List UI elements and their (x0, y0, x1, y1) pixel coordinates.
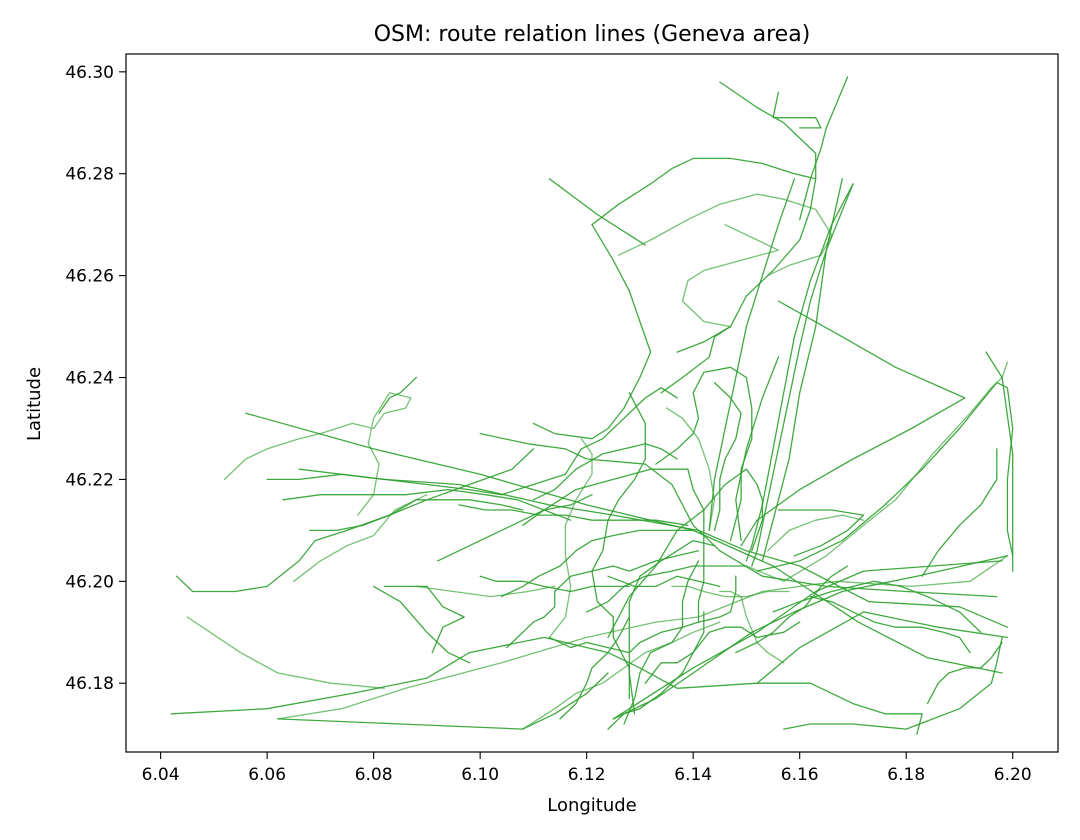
route-line (767, 514, 865, 552)
route-line (245, 412, 1003, 674)
route-line (772, 91, 822, 129)
route-line (623, 560, 700, 725)
route-line (612, 560, 1003, 720)
chart-title: OSM: route relation lines (Geneva area) (374, 22, 811, 47)
route-line (681, 224, 780, 328)
route-line (745, 183, 854, 562)
route-line (591, 157, 817, 226)
x-tick-label: 6.10 (461, 765, 499, 785)
route-line (735, 356, 780, 542)
route-line (740, 300, 966, 547)
route-line (458, 504, 689, 526)
route-line (772, 580, 982, 633)
x-axis-ticks: 6.04 6.06 6.08 6.10 6.12 6.14 6.16 6.18 6.20 (142, 752, 1032, 785)
y-tick-label: 46.30 (65, 63, 114, 83)
route-line (735, 565, 849, 654)
y-tick-label: 46.22 (65, 470, 114, 490)
route-line (644, 621, 801, 684)
y-axis-ticks: 46.18 46.20 46.22 46.24 46.26 46.28 46.30 (65, 63, 126, 694)
route-line (266, 387, 678, 496)
route-line (548, 178, 646, 246)
x-tick-label: 6.06 (248, 765, 286, 785)
route-line (500, 529, 694, 598)
route-line (655, 366, 748, 465)
route-line (729, 376, 753, 542)
x-tick-label: 6.14 (674, 765, 712, 785)
route-line (170, 611, 1009, 715)
route-line (777, 509, 865, 557)
y-tick-label: 46.26 (65, 267, 114, 287)
x-tick-label: 6.20 (994, 765, 1032, 785)
plot-frame (125, 53, 1059, 753)
route-line (985, 351, 1014, 572)
route-line (532, 224, 652, 440)
route-line (745, 468, 764, 552)
x-tick-label: 6.08 (355, 765, 393, 785)
route-line (756, 682, 923, 735)
route-line (479, 575, 630, 593)
route-line (617, 193, 833, 277)
route-line (761, 178, 843, 562)
route-line (293, 494, 428, 582)
x-tick-label: 6.18 (887, 765, 925, 785)
route-line (926, 641, 1003, 705)
route-line (660, 325, 732, 394)
route-line (708, 178, 796, 532)
route-line (436, 494, 593, 562)
y-axis-label: Latitude (24, 367, 45, 441)
route-line (223, 392, 412, 516)
route-line (665, 407, 716, 532)
route-line (415, 585, 556, 598)
route-line (751, 183, 854, 567)
route-line (713, 381, 742, 532)
route-line (719, 590, 785, 664)
route-line (676, 81, 817, 353)
y-tick-label: 46.28 (65, 165, 114, 185)
route-line (186, 616, 385, 689)
route-line (522, 621, 721, 730)
route-line (628, 539, 716, 715)
route-line (586, 565, 748, 613)
route-line (612, 555, 1009, 720)
route-line (372, 585, 471, 664)
x-tick-label: 6.04 (142, 765, 180, 785)
route-line (799, 76, 849, 221)
route-line (282, 488, 572, 521)
y-tick-label: 46.20 (65, 572, 114, 592)
y-tick-label: 46.18 (65, 674, 114, 694)
route-line (671, 585, 790, 598)
route-line (809, 595, 971, 654)
route-line (522, 468, 705, 623)
route-line (559, 616, 630, 720)
route-line (277, 672, 609, 730)
route-line (175, 448, 535, 593)
route-line (548, 575, 737, 654)
route-line (591, 392, 646, 700)
x-tick-label: 6.12 (568, 765, 606, 785)
x-axis-label: Longitude (547, 795, 637, 816)
route-line (921, 448, 998, 577)
route-lines (170, 76, 1014, 735)
route-line (532, 443, 678, 501)
y-tick-label: 46.24 (65, 369, 114, 389)
route-line (548, 438, 593, 639)
route-line (298, 468, 1009, 628)
x-tick-label: 6.16 (781, 765, 819, 785)
route-line (277, 555, 1009, 720)
route-line (756, 381, 1014, 572)
route-line (607, 575, 721, 588)
route-line (506, 550, 700, 649)
route-line (607, 611, 705, 730)
route-line (378, 376, 417, 414)
route-line (383, 585, 465, 654)
route-line (783, 636, 1003, 730)
